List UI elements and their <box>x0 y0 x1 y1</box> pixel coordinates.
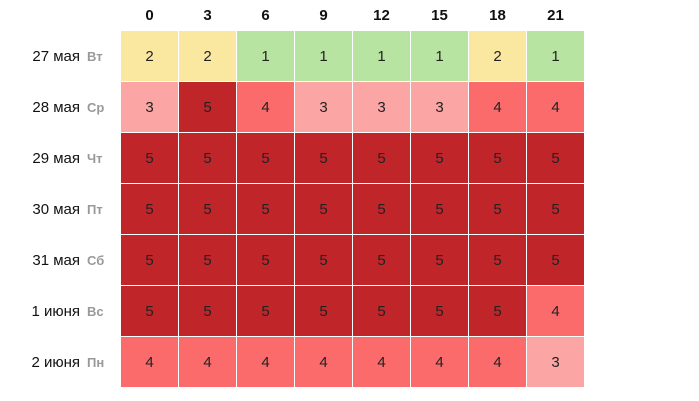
heatmap-cell: 5 <box>469 184 526 234</box>
heatmap-cell: 4 <box>469 82 526 132</box>
heatmap-cell: 4 <box>295 337 352 387</box>
column-label-18: 18 <box>489 7 506 24</box>
heatmap-cell: 4 <box>179 337 236 387</box>
heatmap-cell: 5 <box>353 133 410 183</box>
heatmap-cell: 5 <box>353 286 410 336</box>
row-label: 27 мая Вт <box>0 31 114 81</box>
row-label: 31 мая Сб <box>0 235 114 285</box>
heatmap-cell: 5 <box>295 286 352 336</box>
row-weekday: Вс <box>87 303 104 319</box>
column-label-15: 15 <box>431 7 448 24</box>
heatmap-cell: 5 <box>411 184 468 234</box>
heatmap-cell: 4 <box>237 337 294 387</box>
heatmap-cell: 5 <box>179 82 236 132</box>
heatmap-cell: 1 <box>527 31 584 81</box>
heatmap-cell: 1 <box>295 31 352 81</box>
heatmap-cell: 5 <box>179 286 236 336</box>
column-label-12: 12 <box>373 7 390 24</box>
heatmap-cell: 4 <box>121 337 178 387</box>
heatmap-cell: 1 <box>237 31 294 81</box>
heatmap-cell: 5 <box>527 133 584 183</box>
column-label-3: 3 <box>203 7 212 24</box>
heatmap-cell: 5 <box>295 184 352 234</box>
heatmap-cell: 3 <box>295 82 352 132</box>
heatmap-cell: 5 <box>179 235 236 285</box>
row-date: 1 июня <box>31 302 80 320</box>
row-label: 1 июня Вс <box>0 286 114 336</box>
heatmap-cell: 5 <box>121 133 178 183</box>
heatmap-cell: 5 <box>179 133 236 183</box>
row-weekday: Пн <box>87 354 105 370</box>
heatmap-cell: 5 <box>121 286 178 336</box>
row-weekday: Чт <box>87 150 103 166</box>
heatmap-cell: 4 <box>527 82 584 132</box>
heatmap-cell: 3 <box>411 82 468 132</box>
column-label-6: 6 <box>261 7 270 24</box>
heatmap-cell: 5 <box>121 184 178 234</box>
heatmap-cell: 2 <box>121 31 178 81</box>
row-weekday: Вт <box>87 48 103 64</box>
column-label-21: 21 <box>547 7 564 24</box>
heatmap-cell: 5 <box>353 184 410 234</box>
column-label-9: 9 <box>319 7 328 24</box>
heatmap-cell: 5 <box>527 184 584 234</box>
heatmap-cell: 5 <box>469 286 526 336</box>
row-date: 27 мая <box>32 47 80 65</box>
column-label-0: 0 <box>145 7 154 24</box>
heatmap-cell: 4 <box>527 286 584 336</box>
row-label: 30 мая Пт <box>0 184 114 234</box>
heatmap-cell: 5 <box>237 286 294 336</box>
row-weekday: Пт <box>87 201 103 217</box>
heatmap-cell: 2 <box>469 31 526 81</box>
heatmap-cell: 5 <box>469 133 526 183</box>
heatmap-cell: 5 <box>237 235 294 285</box>
heatmap-cell: 5 <box>411 286 468 336</box>
heatmap-cell: 4 <box>411 337 468 387</box>
heatmap-cell: 3 <box>353 82 410 132</box>
row-weekday: Сб <box>87 252 105 268</box>
heatmap-cell: 5 <box>295 235 352 285</box>
heatmap-cell: 2 <box>179 31 236 81</box>
heatmap-cell: 1 <box>353 31 410 81</box>
row-date: 29 мая <box>32 149 80 167</box>
row-label: 28 мая Ср <box>0 82 114 132</box>
row-label: 2 июня Пн <box>0 337 114 387</box>
heatmap-cell: 4 <box>469 337 526 387</box>
row-date: 28 мая <box>32 98 80 116</box>
heatmap-cell: 5 <box>411 133 468 183</box>
heatmap-cell: 1 <box>411 31 468 81</box>
heatmap-cell: 3 <box>527 337 584 387</box>
row-label: 29 мая Чт <box>0 133 114 183</box>
row-date: 31 мая <box>32 251 80 269</box>
heatmap-cell: 5 <box>353 235 410 285</box>
heatmap-cell: 3 <box>121 82 178 132</box>
row-date: 30 мая <box>32 200 80 218</box>
heatmap-cell: 4 <box>237 82 294 132</box>
row-weekday: Ср <box>87 99 105 115</box>
heatmap-cell: 4 <box>353 337 410 387</box>
heatmap-cell: 5 <box>411 235 468 285</box>
heatmap-cell: 5 <box>121 235 178 285</box>
heatmap-cell: 5 <box>237 184 294 234</box>
heatmap-cell: 5 <box>179 184 236 234</box>
heatmap-cell: 5 <box>469 235 526 285</box>
heatmap-cell: 5 <box>527 235 584 285</box>
heatmap-cell: 5 <box>295 133 352 183</box>
row-date: 2 июня <box>31 353 80 371</box>
heatmap-cell: 5 <box>237 133 294 183</box>
